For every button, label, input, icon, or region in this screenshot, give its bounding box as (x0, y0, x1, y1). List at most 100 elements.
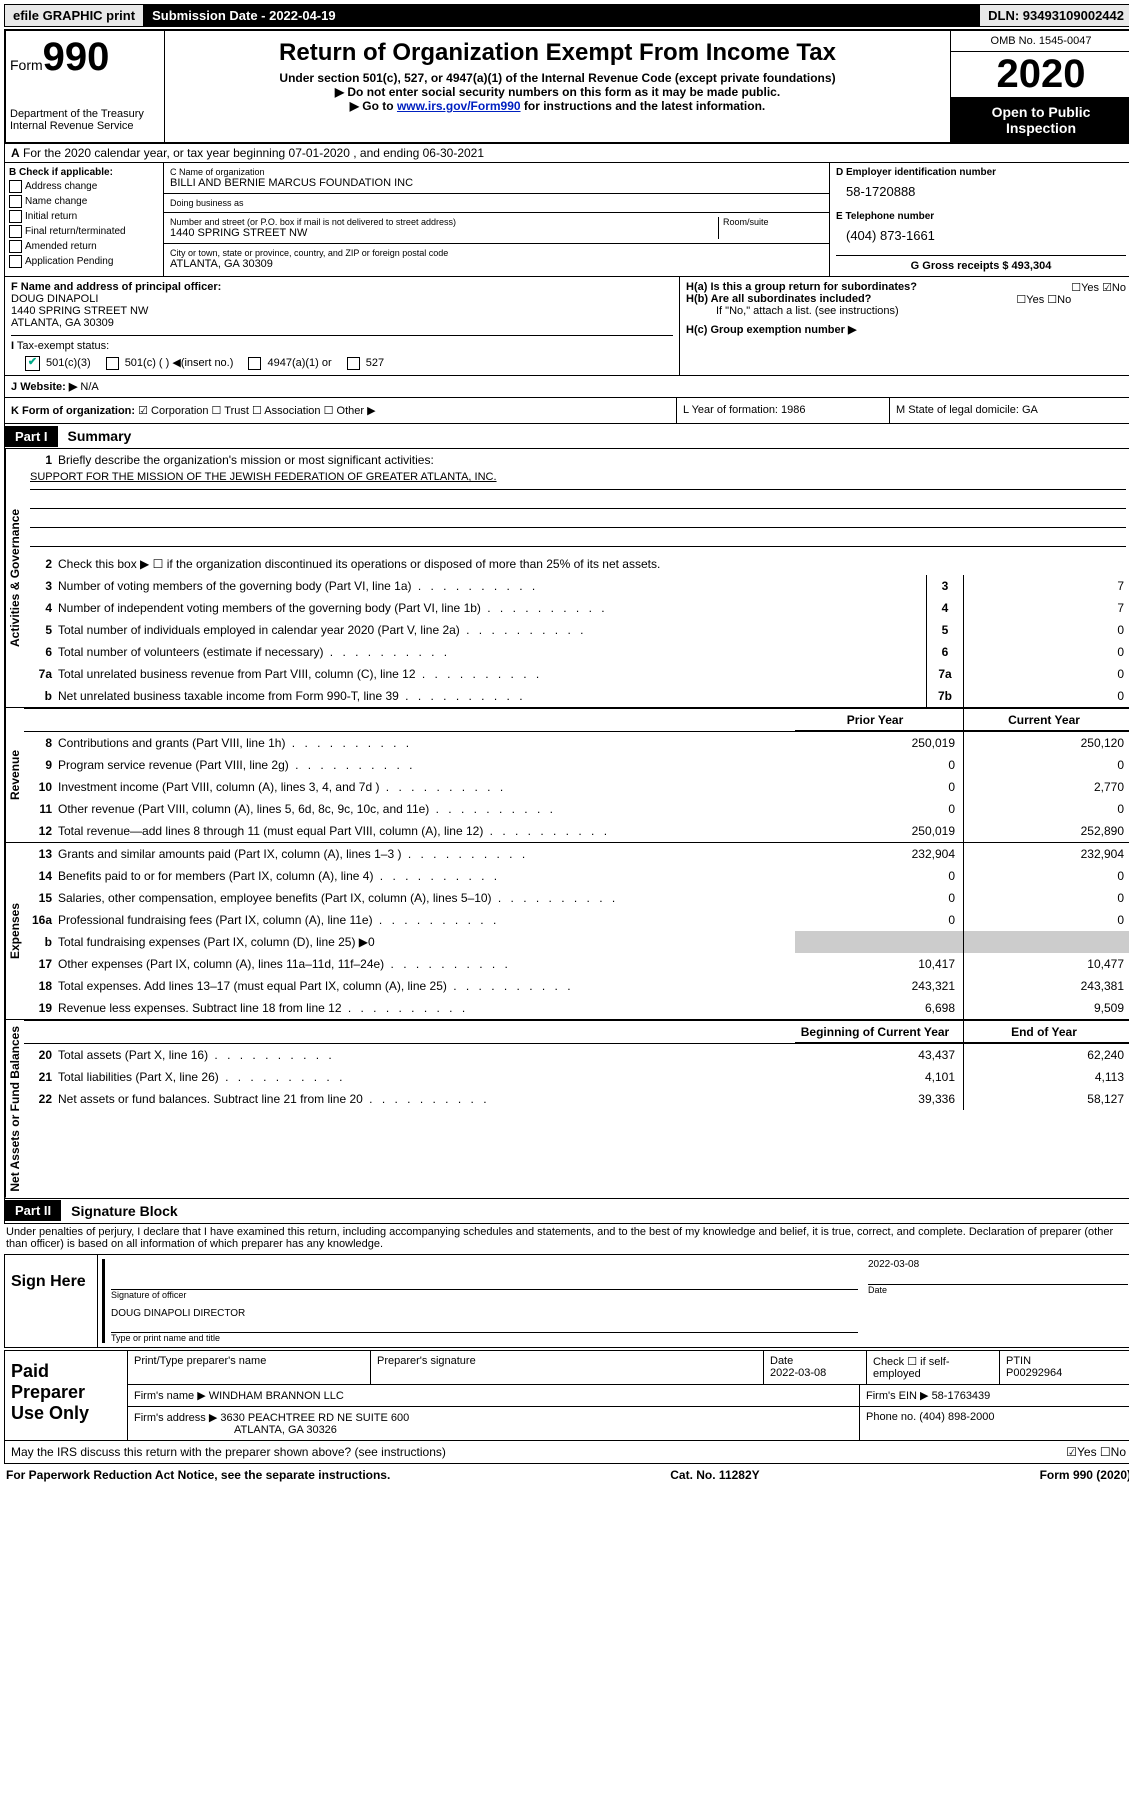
irs-label: Internal Revenue Service (10, 120, 160, 132)
footer: For Paperwork Reduction Act Notice, see … (4, 1464, 1129, 1486)
vert-netassets: Net Assets or Fund Balances (5, 1020, 24, 1198)
line-21: 21Total liabilities (Part X, line 26)4,1… (24, 1066, 1129, 1088)
footer-right: Form 990 (2020) (1040, 1468, 1129, 1482)
line-7b: bNet unrelated business taxable income f… (24, 685, 1129, 707)
phone-value: (404) 873-1661 (846, 228, 1126, 243)
cb-name-change[interactable]: Name change (9, 195, 159, 208)
irs-link[interactable]: www.irs.gov/Form990 (397, 99, 521, 113)
sig-name: DOUG DINAPOLI DIRECTOR (111, 1308, 858, 1318)
prep-date-label: Date (770, 1355, 793, 1367)
org-name: BILLI AND BERNIE MARCUS FOUNDATION INC (170, 177, 823, 189)
check-applicable-label: B Check if applicable: (9, 167, 113, 178)
prep-name-label: Print/Type preparer's name (134, 1355, 266, 1367)
cb-application-pending[interactable]: Application Pending (9, 255, 159, 268)
form-header: Form990 Department of the Treasury Inter… (4, 29, 1129, 144)
cb-527[interactable]: 527 (347, 357, 390, 369)
line-15: 15Salaries, other compensation, employee… (24, 887, 1129, 909)
line-9: 9Program service revenue (Part VIII, lin… (24, 754, 1129, 776)
mission-text: SUPPORT FOR THE MISSION OF THE JEWISH FE… (30, 471, 1126, 490)
gross-receipts: G Gross receipts $ 493,304 (911, 260, 1052, 272)
part2-header-row: Part II Signature Block (4, 1199, 1129, 1224)
firm-ein-val: 58-1763439 (932, 1390, 991, 1402)
l1-desc: Briefly describe the organization's miss… (58, 451, 1129, 469)
org-name-label: C Name of organization (170, 167, 823, 177)
phone-label: E Telephone number (836, 211, 1126, 222)
th-current: Current Year (964, 709, 1129, 731)
header-boxes: B Check if applicable: Address change Na… (4, 163, 1129, 277)
sig-name-label: Type or print name and title (111, 1332, 858, 1343)
ha-label: H(a) Is this a group return for subordin… (686, 281, 1126, 293)
mission-blank1 (30, 490, 1126, 509)
firm-name-label: Firm's name ▶ (134, 1390, 206, 1402)
firm-phone-val: (404) 898-2000 (919, 1411, 994, 1423)
firm-name-val: WINDHAM BRANNON LLC (209, 1390, 344, 1402)
line-5: 5Total number of individuals employed in… (24, 619, 1129, 641)
firm-addr-label: Firm's address ▶ (134, 1412, 217, 1424)
addr-value: 1440 SPRING STREET NW (170, 227, 718, 239)
line-6: 6Total number of volunteers (estimate if… (24, 641, 1129, 663)
discuss-q: May the IRS discuss this return with the… (11, 1445, 1066, 1459)
line-12: 12Total revenue—add lines 8 through 11 (… (24, 820, 1129, 842)
dln-label: DLN: 93493109002442 (980, 5, 1129, 26)
line-8: 8Contributions and grants (Part VIII, li… (24, 732, 1129, 754)
sig-date-label: Date (868, 1284, 1128, 1295)
ssn-warning: ▶ Do not enter social security numbers o… (169, 85, 946, 99)
firm-ein-label: Firm's EIN ▶ (866, 1390, 929, 1402)
line-20: 20Total assets (Part X, line 16)43,43762… (24, 1044, 1129, 1066)
revenue-section: Revenue Prior Year Current Year 8Contrib… (4, 708, 1129, 843)
activities-governance: Activities & Governance 1Briefly describ… (4, 449, 1129, 708)
line-4: 4Number of independent voting members of… (24, 597, 1129, 619)
website-value: N/A (80, 381, 98, 393)
form-number: Form990 (10, 35, 160, 80)
form-org-row: K Form of organization: ☑ Corporation ☐ … (4, 398, 1129, 424)
sig-officer-label: Signature of officer (111, 1289, 858, 1300)
ptin-val: P00292964 (1006, 1367, 1062, 1379)
cb-4947[interactable]: 4947(a)(1) or (248, 357, 337, 369)
ein-label: D Employer identification number (836, 167, 1126, 178)
line-16a: 16aProfessional fundraising fees (Part I… (24, 909, 1129, 931)
form-title: Return of Organization Exempt From Incom… (169, 39, 946, 67)
paid-preparer-label: Paid Preparer Use Only (5, 1351, 128, 1440)
paid-preparer-block: Paid Preparer Use Only Print/Type prepar… (4, 1350, 1129, 1441)
line-7a: 7aTotal unrelated business revenue from … (24, 663, 1129, 685)
cb-initial-return[interactable]: Initial return (9, 210, 159, 223)
public-inspection-badge: Open to Public Inspection (951, 98, 1129, 142)
city-label: City or town, state or province, country… (170, 248, 823, 258)
hb-note: If "No," attach a list. (see instruction… (716, 305, 1126, 317)
tax-year: 2020 (951, 52, 1129, 98)
line-3: 3Number of voting members of the governi… (24, 575, 1129, 597)
firm-addr2: ATLANTA, GA 30326 (234, 1424, 337, 1436)
part1-title: Summary (58, 424, 142, 448)
cb-501c3[interactable]: ✔501(c)(3) (25, 357, 97, 369)
line-19: 19Revenue less expenses. Subtract line 1… (24, 997, 1129, 1019)
cb-address-change[interactable]: Address change (9, 180, 159, 193)
cb-501c[interactable]: 501(c) ( ) ◀(insert no.) (106, 357, 240, 369)
penalties-text: Under penalties of perjury, I declare th… (4, 1224, 1129, 1252)
mission-blank3 (30, 528, 1126, 547)
officer-addr2: ATLANTA, GA 30309 (11, 317, 114, 329)
th-prior: Prior Year (795, 709, 964, 731)
footer-mid: Cat. No. 11282Y (670, 1468, 759, 1482)
omb-number: OMB No. 1545-0047 (951, 31, 1129, 52)
form-subtitle: Under section 501(c), 527, or 4947(a)(1)… (169, 71, 946, 85)
cb-final-return[interactable]: Final return/terminated (9, 225, 159, 238)
prep-selfemp: Check ☐ if self-employed (873, 1356, 950, 1380)
state-domicile: M State of legal domicile: GA (889, 398, 1129, 423)
net-header-row: Beginning of Current Year End of Year (24, 1020, 1129, 1044)
line-11: 11Other revenue (Part VIII, column (A), … (24, 798, 1129, 820)
discuss-yn: ☑Yes ☐No (1066, 1445, 1126, 1459)
cb-amended-return[interactable]: Amended return (9, 240, 159, 253)
footer-left: For Paperwork Reduction Act Notice, see … (6, 1468, 390, 1482)
th-begin: Beginning of Current Year (795, 1021, 964, 1043)
officer-addr1: 1440 SPRING STREET NW (11, 305, 148, 317)
l2-desc: Check this box ▶ ☐ if the organization d… (58, 555, 1129, 573)
hc-label: H(c) Group exemption number ▶ (686, 323, 1126, 336)
part1-header-row: Part I Summary (4, 424, 1129, 449)
line-22: 22Net assets or fund balances. Subtract … (24, 1088, 1129, 1110)
line-18: 18Total expenses. Add lines 13–17 (must … (24, 975, 1129, 997)
line-14: 14Benefits paid to or for members (Part … (24, 865, 1129, 887)
k-label: K Form of organization: (11, 405, 135, 417)
part2-badge: Part II (5, 1200, 61, 1221)
city-value: ATLANTA, GA 30309 (170, 258, 823, 270)
ein-value: 58-1720888 (846, 184, 1126, 199)
